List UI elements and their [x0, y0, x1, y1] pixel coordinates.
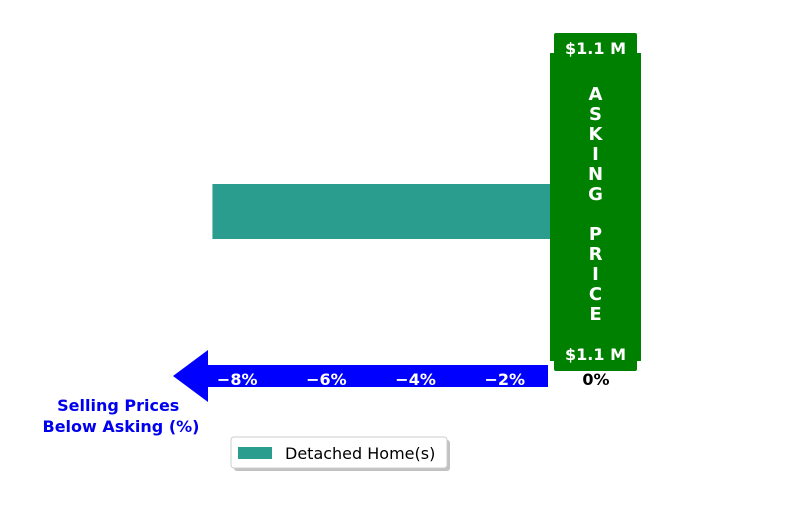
asking-price-letter: G: [588, 184, 603, 205]
x-tick-label: 0%: [582, 370, 609, 389]
asking-price-bottom-cap: [554, 343, 637, 371]
asking-price-letter: S: [589, 104, 602, 125]
legend: Detached Home(s): [230, 436, 450, 471]
asking-price-letter: K: [589, 124, 604, 145]
asking-price-letter: A: [589, 84, 603, 105]
asking-price-letter: I: [592, 144, 599, 165]
asking-price-letter: I: [592, 264, 599, 285]
x-tick-label: −2%: [485, 370, 526, 389]
x-axis-label-line-1: Selling Prices: [57, 396, 179, 415]
asking-price-letter: E: [589, 304, 601, 325]
x-axis-label-line-2: Below Asking (%): [43, 417, 200, 436]
x-tick-label: −6%: [306, 370, 347, 389]
asking-price-letter: C: [589, 284, 602, 305]
bar: [212, 184, 550, 239]
asking-price-letter: R: [589, 244, 603, 265]
asking-price-top-label: $1.1 M: [565, 39, 626, 58]
asking-price-top-cap: [554, 33, 637, 61]
asking-price-letter: P: [589, 224, 602, 245]
asking-price-bar: [550, 53, 641, 361]
legend-box: [230, 436, 448, 469]
x-axis-label: Selling Prices Below Asking (%): [43, 396, 200, 436]
x-tick-label: −8%: [217, 370, 258, 389]
bars: [212, 184, 550, 239]
asking-price-letter: N: [588, 164, 603, 185]
asking-price-bottom-label: $1.1 M: [565, 345, 626, 364]
x-tick-labels: −8% −6% −4% −2% 0%: [217, 370, 610, 389]
legend-label: Detached Home(s): [285, 444, 435, 463]
x-axis-arrow: [173, 350, 548, 402]
legend-swatch: [238, 447, 272, 459]
x-tick-label: −4%: [395, 370, 436, 389]
